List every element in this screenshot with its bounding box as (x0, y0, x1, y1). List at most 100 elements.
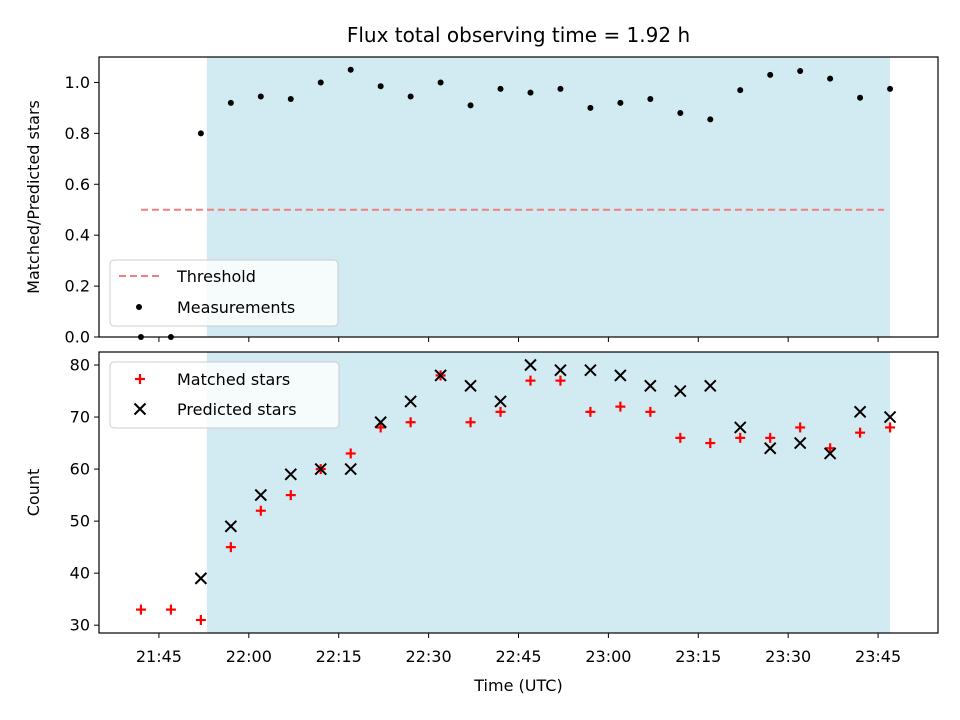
y-tick-label: 0.0 (65, 328, 90, 347)
y-tick-label: 40 (70, 564, 90, 583)
x-b (284, 468, 297, 481)
matched-star-point (465, 417, 476, 428)
measurement-point (677, 110, 684, 116)
top-panel: 0.0 0.2 0.4 0.6 0.8 1.0 Matched/Predicted star… (24, 23, 939, 347)
predicted-star-point (494, 395, 507, 408)
measurement-point (287, 96, 294, 102)
x-tick-label: 23:30 (765, 647, 811, 666)
x-b (704, 379, 717, 393)
predicted-star-point (344, 462, 357, 476)
predicted-star-point (194, 572, 208, 585)
predicted-star-point (254, 488, 268, 502)
measurement-point (437, 79, 444, 86)
predicted-star-point (464, 379, 477, 393)
x-b (194, 572, 208, 585)
y-tick-label: 30 (70, 616, 90, 635)
matched-star-point (675, 432, 686, 443)
matched-star-point (825, 443, 836, 454)
measurement-point (467, 102, 474, 109)
measurement-point (737, 87, 744, 94)
matched-star-point (885, 422, 896, 433)
measurement-point (827, 75, 834, 82)
matched-star-point (375, 422, 386, 433)
matched-star-point (615, 401, 626, 412)
predicted-star-point (314, 462, 327, 476)
predicted-star-point (224, 520, 238, 533)
measurement-point (707, 116, 714, 123)
predicted-star-point (374, 416, 387, 429)
y-tick-label: 0.4 (65, 226, 90, 245)
predicted-star-point (434, 369, 447, 382)
measurement-point (317, 79, 324, 86)
x-b (524, 358, 537, 372)
x-tick-label: 22:00 (226, 647, 272, 666)
matched-star-point (195, 614, 206, 625)
predicted-star-point (614, 369, 627, 382)
predicted-star-point (883, 410, 897, 424)
x-b (584, 364, 597, 377)
predicted-star-point (823, 447, 837, 460)
legend-threshold-label: Threshold (176, 267, 256, 286)
x-b (224, 520, 238, 533)
x-tick-label: 21:45 (136, 647, 182, 666)
y-tick-label: 0.8 (65, 124, 90, 143)
matched-star-point (405, 417, 416, 428)
matched-star-point (645, 406, 656, 417)
legend-measurement-label: Measurements (177, 298, 295, 317)
legend-measurement-swatch (136, 304, 142, 310)
measurement-point (587, 104, 594, 111)
y-tick-label: 0.2 (65, 277, 90, 296)
predicted-star-point (704, 379, 717, 393)
x-b (554, 364, 567, 377)
predicted-star-point (853, 405, 867, 419)
matched-star-point (285, 490, 296, 501)
y-tick-label: 0.6 (65, 175, 90, 194)
x-b (464, 379, 477, 393)
predicted-star-point (404, 395, 417, 408)
measurement-point (647, 96, 654, 102)
matched-star-point (855, 427, 866, 438)
measurement-point (377, 83, 384, 90)
measurement-point (767, 71, 774, 78)
measurement-point (407, 93, 414, 100)
matched-star-point (555, 375, 566, 386)
predicted-star-point (524, 358, 537, 372)
x-b (674, 384, 687, 398)
y-tick-label: 80 (70, 356, 90, 375)
predicted-star-point (674, 384, 687, 398)
x-tick-label: 22:30 (406, 647, 452, 666)
x-tick-label: 22:15 (316, 647, 362, 666)
legend-box (109, 361, 340, 429)
matched-star-point (135, 604, 146, 615)
x-tick-label: 23:00 (585, 647, 631, 666)
matched-star-point (585, 406, 596, 417)
y-axis-label: Matched/Predicted stars (24, 100, 43, 294)
x-b (614, 369, 627, 382)
x-b (254, 488, 268, 502)
x-tick-label: 23:15 (675, 647, 721, 666)
measurement-point (527, 89, 534, 96)
chart-title: Flux total observing time = 1.92 h (347, 23, 690, 47)
x-b (734, 421, 747, 434)
matched-star-point (495, 406, 506, 417)
legend: Matched stars Predicted stars (109, 361, 340, 429)
matched-star-point (165, 604, 176, 615)
matched-star-point (525, 375, 536, 386)
matched-star-point (705, 438, 716, 449)
x-b (763, 442, 777, 455)
y-tick-label: 1.0 (65, 73, 90, 92)
measurement-point (557, 85, 564, 92)
predicted-star-point (284, 468, 297, 481)
x-axis-label: Time (UTC) (473, 676, 562, 695)
matched-star-point (225, 542, 236, 553)
x-b (883, 410, 897, 424)
matched-star-point (765, 432, 776, 443)
x-b (374, 416, 387, 429)
legend-predicted-swatch-b (133, 402, 147, 416)
matched-star-point (795, 422, 806, 433)
y-tick-label: 70 (70, 408, 90, 427)
x-b (314, 462, 327, 476)
x-b (823, 447, 837, 460)
x-b (404, 395, 417, 408)
